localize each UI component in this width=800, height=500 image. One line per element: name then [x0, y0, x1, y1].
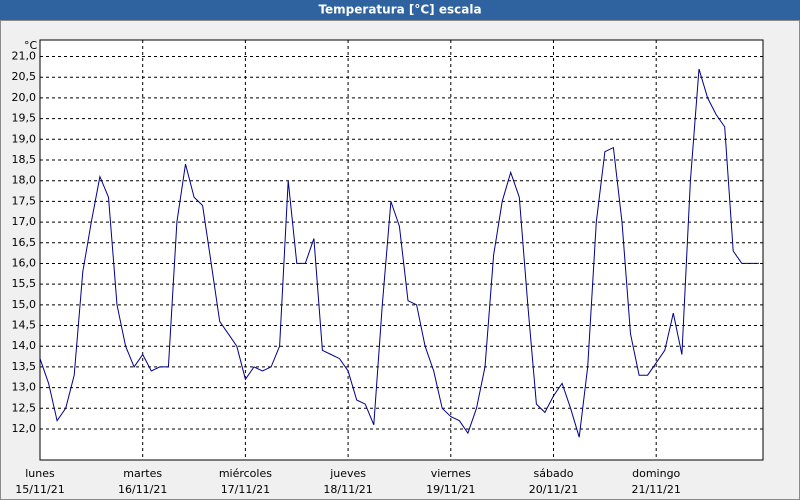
y-tick-label: 14,0	[12, 339, 37, 352]
x-tick-label: lunes	[25, 467, 55, 480]
x-tick-label: sábado	[534, 467, 574, 480]
y-tick-label: 12,0	[12, 422, 37, 435]
x-tick-label: viernes	[431, 467, 471, 480]
x-tick-label: 16/11/21	[118, 483, 167, 496]
y-tick-label: 20,0	[12, 91, 37, 104]
plot-area	[39, 39, 764, 461]
chart-title: Temperatura [°C] escala	[318, 3, 481, 17]
y-tick-label: 19,5	[12, 112, 37, 125]
line	[39, 68, 759, 438]
x-tick-label: 21/11/21	[631, 483, 680, 496]
y-tick-label: 13,5	[12, 360, 37, 373]
x-tick-label: 17/11/21	[221, 483, 270, 496]
title-bar	[0, 0, 800, 20]
x-tick-label: 20/11/21	[529, 483, 578, 496]
y-tick-label: 17,5	[12, 194, 37, 207]
y-tick-label: 16,0	[12, 256, 37, 269]
y-tick-label: 14,5	[12, 319, 37, 332]
y-tick-label: 15,5	[12, 277, 37, 290]
y-tick-label: 21,0	[12, 50, 37, 63]
x-tick-label: jueves	[329, 467, 366, 480]
x-tick-label: 19/11/21	[426, 483, 475, 496]
y-tick-label: 12,5	[12, 401, 37, 414]
y-tick-label: 13,0	[12, 381, 37, 394]
y-tick-label: 20,5	[12, 70, 37, 83]
x-tick-label: martes	[123, 467, 162, 480]
y-tick-label: 18,5	[12, 153, 37, 166]
x-tick-label: 15/11/21	[15, 483, 64, 496]
y-tick-label: 18,0	[12, 174, 37, 187]
y-tick-label: 19,0	[12, 132, 37, 145]
y-unit: °C	[24, 39, 38, 52]
x-tick-label: domingo	[632, 467, 680, 480]
x-tick-label: 18/11/21	[323, 483, 372, 496]
y-tick-label: 17,0	[12, 215, 37, 228]
y-tick-label: 15,0	[12, 298, 37, 311]
y-tick-label: 16,5	[12, 236, 37, 249]
x-tick-label: miércoles	[219, 467, 272, 480]
